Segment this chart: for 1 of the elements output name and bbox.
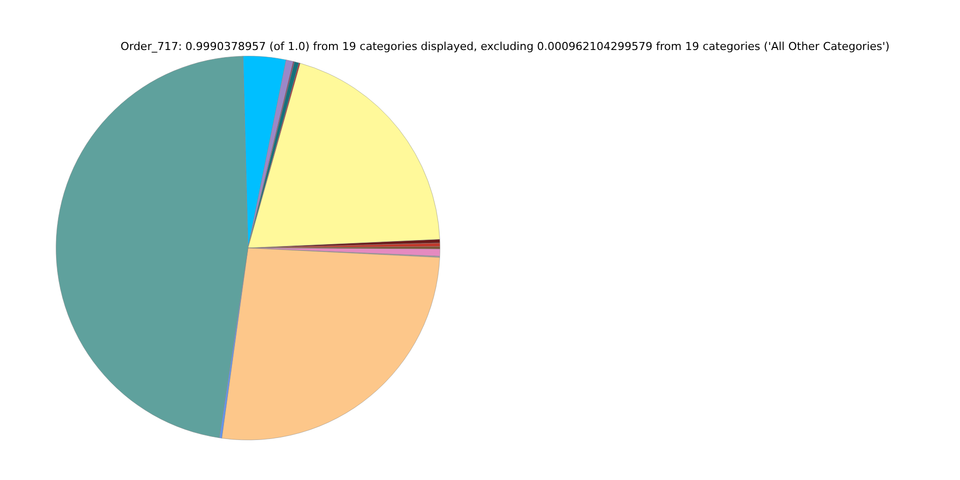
text: Order_717: 0.9990378957 (of 1.0) from 19 categories displayed, excluding 0.000962104299579 from 19 categories ('All Other Categories') xyxy=(120,40,890,53)
